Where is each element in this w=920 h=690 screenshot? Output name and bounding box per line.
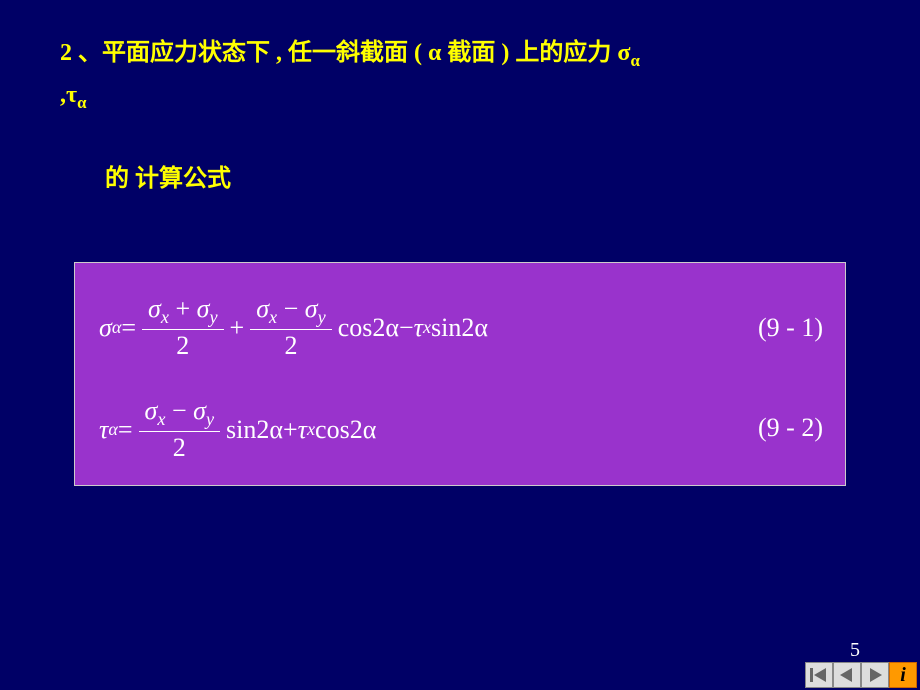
eq1-cos: cos [338, 313, 373, 343]
eq1-plus: + [230, 313, 245, 343]
eq2-plus: + [283, 415, 298, 445]
first-icon [810, 668, 828, 682]
heading-mid: 截面 ) 上的应力 [441, 40, 617, 66]
eq1-tau: τ [414, 313, 423, 343]
eq1-lhs-sub: α [112, 317, 122, 338]
sigma-subscript: α [630, 51, 639, 70]
heading-prefix: 2 、平面应力状态下 , 任一斜截面 ( [60, 40, 428, 66]
heading-suffix: 的 计算公式 [105, 166, 231, 192]
eq1-f1-na: σ [148, 294, 161, 323]
eq1-f1-op: + [169, 294, 197, 323]
eq1-f1-den: 2 [170, 330, 195, 363]
prev-icon [838, 668, 856, 682]
eq2-f-nb: σ [193, 396, 206, 425]
equation-2-number: (9 - 2) [758, 413, 823, 443]
alpha-symbol: α [428, 40, 441, 66]
eq1-minus: − [399, 313, 414, 343]
eq1-f2-den: 2 [278, 330, 303, 363]
eq2-tau-sub: x [307, 419, 315, 440]
eq2-f-den: 2 [167, 432, 192, 465]
eq1-tau-sub: x [423, 317, 431, 338]
heading-line-1: 2 、平面应力状态下 , 任一斜截面 ( α 截面 ) 上的应力 σα [60, 32, 640, 71]
formula-box: σα = σx + σy 2 + σx − σy 2 cos2α − τx si… [74, 262, 846, 486]
info-button[interactable]: i [889, 662, 917, 688]
eq2-2a2: 2α [350, 415, 377, 445]
eq1-frac2: σx − σy 2 [250, 293, 331, 363]
eq1-f1-nbs: y [209, 307, 217, 327]
eq1-sin: sin [431, 313, 461, 343]
eq2-f-nbs: y [206, 409, 214, 429]
eq1-equals: = [121, 313, 136, 343]
eq1-lhs-sym: σ [99, 313, 112, 343]
next-icon [866, 668, 884, 682]
eq2-2a1: 2α [256, 415, 283, 445]
previous-slide-button[interactable] [833, 662, 861, 688]
equation-2: τα = σx − σy 2 sin2α + τx cos2α [99, 395, 376, 465]
eq1-f2-op: − [277, 294, 305, 323]
equation-1: σα = σx + σy 2 + σx − σy 2 cos2α − τx si… [99, 293, 488, 363]
eq1-f2-nb: σ [305, 294, 318, 323]
eq1-f1-nb: σ [197, 294, 210, 323]
eq1-f2-na: σ [256, 294, 269, 323]
eq1-2a1: 2α [372, 313, 399, 343]
eq2-frac: σx − σy 2 [139, 395, 220, 465]
eq2-lhs-sub: α [108, 419, 118, 440]
sigma-symbol: σ [617, 40, 630, 66]
eq2-sin: sin [226, 415, 256, 445]
eq1-f2-nbs: y [318, 307, 326, 327]
heading-line-2: ,τα [60, 82, 86, 113]
nav-bar: i [805, 662, 917, 688]
eq2-equals: = [118, 415, 133, 445]
eq2-f-op: − [165, 396, 193, 425]
page-number: 5 [850, 639, 860, 662]
tau-subscript: α [77, 93, 86, 112]
first-slide-button[interactable] [805, 662, 833, 688]
next-slide-button[interactable] [861, 662, 889, 688]
heading-line-3: 的 计算公式 [105, 158, 231, 193]
eq1-2a2: 2α [461, 313, 488, 343]
eq2-tau: τ [298, 415, 307, 445]
eq1-f1-nas: x [161, 307, 169, 327]
eq1-frac1: σx + σy 2 [142, 293, 223, 363]
eq1-f2-nas: x [269, 307, 277, 327]
eq2-f-na: σ [145, 396, 158, 425]
equation-1-number: (9 - 1) [758, 313, 823, 343]
eq2-cos: cos [315, 415, 350, 445]
info-icon: i [900, 664, 906, 687]
tau-symbol: τ [66, 82, 77, 108]
eq2-lhs-sym: τ [99, 415, 108, 445]
